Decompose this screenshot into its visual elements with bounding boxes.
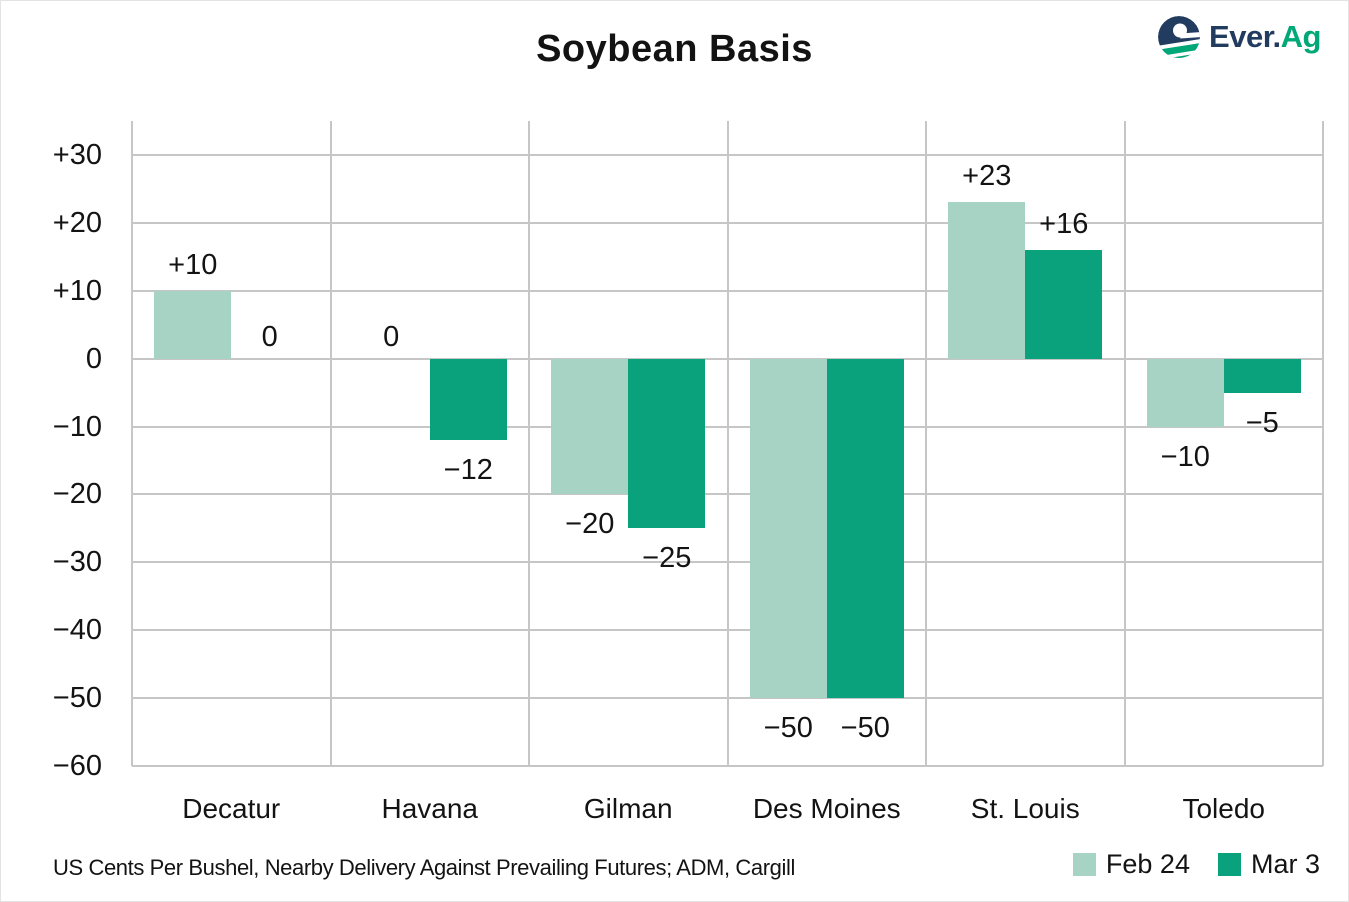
y-axis-tick-label: −10 <box>52 410 102 443</box>
bar-value-label: −50 <box>840 712 890 745</box>
y-axis-tick-label: +20 <box>52 206 102 239</box>
y-axis-tick-label: −40 <box>52 614 102 647</box>
horizontal-gridline <box>132 765 1323 767</box>
brand-text-ag: Ag <box>1280 19 1322 54</box>
legend-label-feb24: Feb 24 <box>1105 849 1190 879</box>
bar-feb24-gilman <box>551 358 629 495</box>
x-axis-category-label: St. Louis <box>970 793 1080 824</box>
legend-label-mar3: Mar 3 <box>1250 849 1320 879</box>
y-axis-tick-label: −50 <box>52 682 102 715</box>
everag-logo-icon <box>1157 15 1201 59</box>
chart-title: Soybean Basis <box>536 28 813 70</box>
vertical-gridline <box>1123 121 1126 766</box>
bar-value-label: +10 <box>168 248 218 281</box>
bar-mar3-desmoines <box>826 358 904 699</box>
y-axis-tick-label: −20 <box>52 478 102 511</box>
bar-value-label: −12 <box>443 454 493 487</box>
bar-value-label: +23 <box>962 160 1012 193</box>
brand-text-ever: Ever. <box>1209 19 1281 54</box>
x-axis-category-label: Havana <box>381 793 478 824</box>
horizontal-gridline <box>132 357 1323 360</box>
vertical-gridline <box>726 121 729 766</box>
bar-mar3-havana <box>429 358 507 441</box>
horizontal-gridline <box>132 289 1323 292</box>
x-axis-category-label: Toledo <box>1182 793 1265 824</box>
bar-mar3-gilman <box>628 358 706 529</box>
horizontal-gridline <box>132 425 1323 428</box>
x-axis-category-label: Gilman <box>583 793 673 824</box>
plot-area: +30 +20 +10 0 −10 −20 −30 −40 −50 −60 +10 0 Decatur 0… <box>53 121 1324 824</box>
chart-legend: Feb 24 Mar 3 <box>1072 849 1320 880</box>
legend-swatch-mar3 <box>1217 853 1241 876</box>
y-axis-tick-label: −30 <box>52 546 102 579</box>
x-axis-category-label: Decatur <box>182 793 281 824</box>
bar-value-label: −25 <box>642 542 692 575</box>
vertical-gridline <box>1322 121 1324 766</box>
legend-swatch-feb24 <box>1072 853 1096 876</box>
bar-value-label: +16 <box>1039 208 1089 240</box>
x-axis-category-label: Des Moines <box>752 793 901 824</box>
horizontal-gridline <box>132 629 1323 632</box>
bar-value-label: −5 <box>1245 406 1279 439</box>
bar-feb24-desmoines <box>749 358 827 699</box>
horizontal-gridline <box>132 153 1323 156</box>
vertical-gridline <box>528 121 530 766</box>
y-axis-tick-label: 0 <box>85 342 102 375</box>
y-axis-tick-label: −60 <box>52 750 102 782</box>
bar-mar3-stlouis <box>1025 250 1103 359</box>
bar-value-label: 0 <box>261 320 278 353</box>
brand-logo: Ever.Ag <box>1157 15 1322 59</box>
y-axis-tick-label: +30 <box>52 138 102 171</box>
legend-item-mar3: Mar 3 <box>1217 849 1320 880</box>
bar-feb24-decatur <box>154 290 232 359</box>
bar-value-label: −10 <box>1160 440 1210 473</box>
horizontal-gridline <box>132 561 1323 564</box>
vertical-gridline <box>329 121 332 766</box>
brand-text: Ever.Ag <box>1209 15 1321 59</box>
horizontal-gridline <box>132 697 1323 700</box>
horizontal-gridline <box>132 221 1323 224</box>
y-axis-tick-label: +10 <box>52 274 102 307</box>
legend-item-feb24: Feb 24 <box>1072 849 1190 880</box>
vertical-gridline <box>131 121 133 766</box>
bar-value-label: −50 <box>763 712 813 745</box>
vertical-gridline <box>925 121 927 766</box>
bar-mar3-toledo <box>1223 358 1301 393</box>
footnote: US Cents Per Bushel, Nearby Delivery Aga… <box>53 855 795 880</box>
bar-feb24-toledo <box>1146 358 1224 427</box>
bar-value-label: 0 <box>383 320 400 353</box>
bar-feb24-stlouis <box>948 202 1026 359</box>
horizontal-gridline <box>132 493 1323 496</box>
bar-value-label: −20 <box>565 508 615 541</box>
